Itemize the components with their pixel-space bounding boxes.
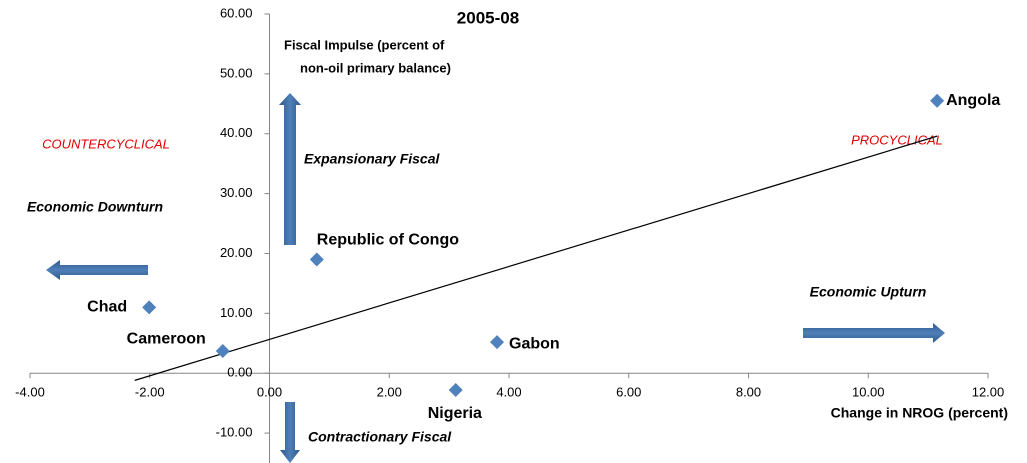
x-tick-label: 10.00: [852, 385, 885, 400]
point: [309, 252, 324, 267]
point: [142, 300, 157, 315]
y-tick-label: 20.00: [220, 245, 253, 260]
annotation: Expansionary Fiscal: [304, 151, 441, 167]
trendline: [134, 135, 938, 381]
x-tick-label: 6.00: [616, 385, 641, 400]
y-tick-label: 40.00: [220, 125, 253, 140]
y-tick-label: 50.00: [220, 65, 253, 80]
x-axis-label: Change in NROG (percent): [831, 405, 1008, 421]
x-tick-label: 2.00: [377, 385, 402, 400]
x-tick-label: 0.00: [257, 385, 282, 400]
annotation: Contractionary Fiscal: [308, 429, 452, 445]
y-tick-label: -10.00: [216, 425, 253, 440]
point-label: Republic of Congo: [317, 232, 459, 249]
arrow-right: [803, 323, 945, 343]
x-tick-label: 8.00: [736, 385, 761, 400]
annotation: PROCYCLICAL: [851, 132, 943, 147]
y-axis-label: non-oil primary balance): [300, 60, 451, 75]
point-label: Gabon: [509, 335, 560, 352]
point: [930, 93, 945, 108]
annotation: Economic Downturn: [27, 199, 163, 215]
point-label: Angola: [946, 92, 1000, 109]
annotation: COUNTERCYCLICAL: [42, 136, 170, 151]
y-tick-label: 30.00: [220, 185, 253, 200]
x-tick-label: 12.00: [972, 385, 1005, 400]
point: [448, 382, 463, 397]
annotation: Economic Upturn: [810, 284, 927, 300]
x-tick-label: -4.00: [15, 385, 45, 400]
x-tick-label: -2.00: [135, 385, 165, 400]
y-tick-label: 60.00: [220, 5, 253, 20]
point: [490, 335, 505, 350]
arrow-up: [279, 93, 301, 245]
y-axis-label: Fiscal Impulse (percent of: [284, 37, 445, 52]
point-label: Chad: [87, 299, 127, 316]
y-tick-label: 10.00: [220, 305, 253, 320]
y-tick-label: 0.00: [227, 365, 252, 380]
chart-title: 2005-08: [457, 8, 519, 27]
point: [215, 344, 230, 359]
x-tick-label: 4.00: [496, 385, 521, 400]
point-label: Nigeria: [428, 405, 482, 422]
point-label: Cameroon: [127, 330, 206, 347]
arrow-down: [280, 402, 300, 463]
arrows: [46, 93, 945, 463]
arrow-left: [46, 260, 148, 280]
